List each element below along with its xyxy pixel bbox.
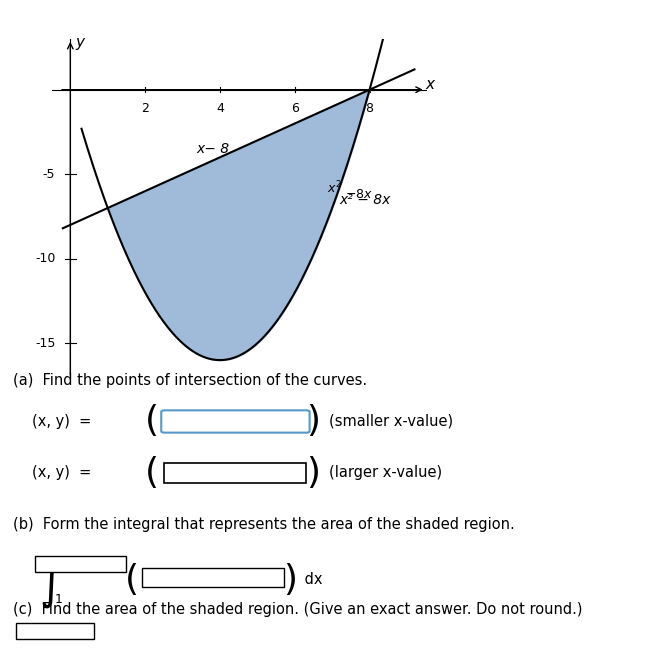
Text: 8: 8 [366, 101, 373, 114]
Text: (a)  Find the points of intersection of the curves.: (a) Find the points of intersection of t… [13, 372, 367, 387]
Text: 1: 1 [55, 593, 63, 606]
Text: 6: 6 [291, 101, 299, 114]
Bar [142, 567, 284, 587]
Text: y: y [75, 35, 84, 50]
Text: ): ) [306, 456, 320, 489]
Text: 2: 2 [141, 101, 149, 114]
Text: (: ( [144, 404, 159, 438]
Bar [16, 623, 94, 638]
Text: x: x [425, 77, 434, 92]
Text: 4: 4 [216, 101, 224, 114]
Text: -10: -10 [35, 252, 55, 265]
Text: ): ) [283, 563, 297, 597]
Text: (: ( [144, 456, 159, 489]
FancyBboxPatch shape [161, 410, 310, 433]
Text: ): ) [306, 404, 320, 438]
Text: (larger x-value): (larger x-value) [329, 465, 442, 480]
Text: (b)  Form the integral that represents the area of the shaded region.: (b) Form the integral that represents th… [13, 517, 515, 532]
Text: $- 8x$: $- 8x$ [345, 188, 373, 201]
Text: (: ( [125, 563, 139, 597]
Text: $\int$: $\int$ [39, 564, 61, 610]
Bar [35, 556, 126, 572]
Text: -15: -15 [35, 337, 55, 350]
Text: x− 8: x− 8 [196, 142, 229, 156]
Text: x² − 8x: x² − 8x [340, 192, 391, 207]
Text: (x, y)  =: (x, y) = [32, 465, 92, 480]
Bar [164, 463, 306, 483]
Text: dx: dx [300, 573, 322, 588]
Text: (smaller x-value): (smaller x-value) [329, 413, 453, 429]
Text: -5: -5 [43, 168, 55, 181]
Text: (c)  Find the area of the shaded region. (Give an exact answer. Do not round.): (c) Find the area of the shaded region. … [13, 603, 582, 618]
Text: $x^2$: $x^2$ [326, 179, 341, 196]
Text: (x, y)  =: (x, y) = [32, 413, 92, 429]
